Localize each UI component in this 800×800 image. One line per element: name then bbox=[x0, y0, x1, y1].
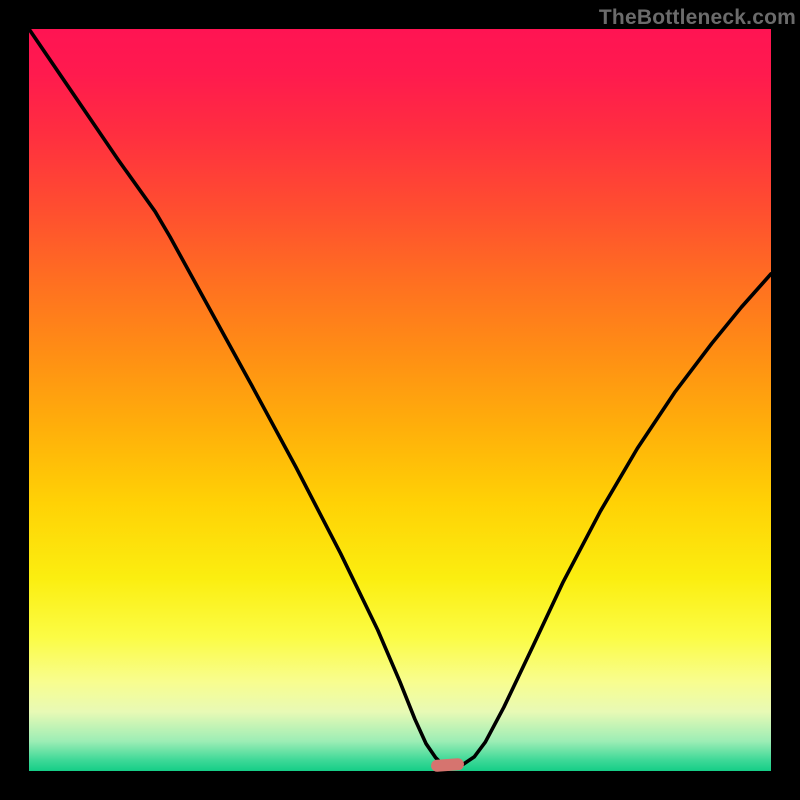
watermark-label: TheBottleneck.com bbox=[599, 6, 796, 30]
bottleneck-curve bbox=[29, 29, 771, 771]
minimum-marker bbox=[431, 758, 464, 772]
chart-frame: { "watermark": { "text": "TheBottleneck.… bbox=[0, 0, 800, 800]
plot-area bbox=[29, 29, 771, 771]
